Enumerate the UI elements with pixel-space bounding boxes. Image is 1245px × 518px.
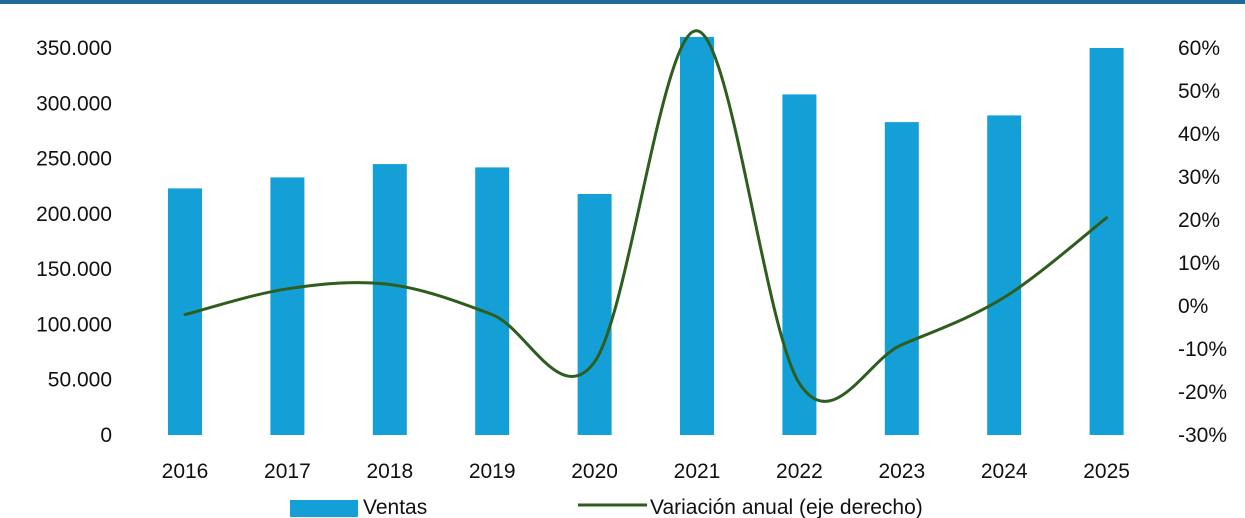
bar-ventas-2022 — [782, 94, 817, 436]
x-tick-label: 2023 — [878, 460, 925, 483]
right-tick-label: 10% — [1178, 252, 1220, 275]
bar-ventas-2021 — [680, 36, 714, 436]
left-tick-label: 150.000 — [36, 258, 112, 281]
bars-layer — [168, 36, 1124, 436]
left-tick-label: 200.000 — [36, 203, 112, 226]
right-tick-label: 50% — [1178, 80, 1220, 103]
line-variacion-anual — [183, 29, 1109, 403]
right-tick-label: 20% — [1178, 209, 1220, 232]
top-border — [0, 0, 1245, 4]
bar-ventas-2020 — [577, 194, 612, 435]
bar-ventas-2023 — [884, 122, 919, 435]
right-tick-label: 0% — [1178, 295, 1208, 318]
left-tick-label: 100.000 — [36, 313, 112, 336]
bar-ventas-2018 — [372, 164, 407, 435]
x-tick-label: 2016 — [162, 460, 209, 483]
right-tick-label: -30% — [1178, 424, 1227, 447]
bar-ventas-2017 — [270, 177, 305, 435]
x-tick-label: 2022 — [776, 460, 823, 483]
right-tick-label: 60% — [1178, 37, 1220, 60]
x-tick-label: 2024 — [981, 460, 1028, 483]
left-tick-label: 300.000 — [36, 92, 112, 115]
x-axis: 2016 2017 2018 2019 2020 2021 2022 2023 2024 2025 — [162, 460, 1130, 483]
legend-swatch-ventas — [290, 500, 358, 517]
left-tick-label: 250.000 — [36, 148, 112, 171]
right-tick-label: -20% — [1178, 381, 1227, 404]
x-tick-label: 2025 — [1083, 460, 1130, 483]
x-tick-label: 2020 — [571, 460, 618, 483]
left-tick-label: 50.000 — [48, 369, 112, 392]
bar-ventas-2024 — [987, 115, 1022, 436]
x-tick-label: 2019 — [469, 460, 516, 483]
left-axis: 0 50.000 100.000 150.000 200.000 250.000 300.0… — [36, 37, 112, 447]
right-tick-label: -10% — [1178, 338, 1227, 361]
legend-label-variacion: Variación anual (eje derecho) — [650, 496, 923, 518]
x-tick-label: 2018 — [366, 460, 413, 483]
bar-ventas-2025 — [1089, 48, 1124, 435]
right-tick-label: 30% — [1178, 166, 1220, 189]
right-axis: -30% -20% -10% 0% 10% 20% 30% 40% 50% 60% — [1178, 37, 1227, 447]
left-tick-label: 350.000 — [36, 37, 112, 60]
left-tick-label: 0 — [100, 424, 112, 447]
right-tick-label: 40% — [1178, 123, 1220, 146]
line-layer — [183, 29, 1109, 403]
legend: Ventas Variación anual (eje derecho) — [290, 496, 923, 518]
x-tick-label: 2017 — [264, 460, 311, 483]
legend-label-ventas: Ventas — [363, 496, 427, 518]
bar-ventas-2019 — [475, 167, 510, 435]
x-tick-label: 2021 — [674, 460, 721, 483]
